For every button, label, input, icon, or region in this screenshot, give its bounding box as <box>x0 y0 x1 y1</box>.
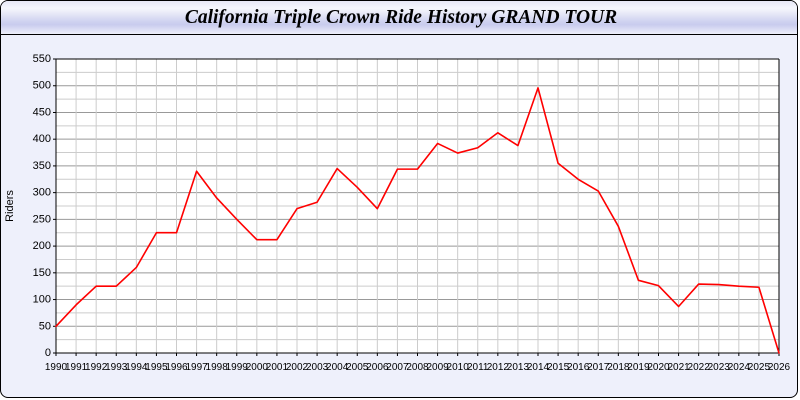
svg-text:100: 100 <box>33 294 51 306</box>
svg-text:400: 400 <box>33 133 51 145</box>
svg-text:450: 450 <box>33 106 51 118</box>
svg-text:500: 500 <box>33 80 51 92</box>
svg-text:0: 0 <box>45 347 51 359</box>
svg-text:Riders: Riders <box>4 190 16 222</box>
svg-text:2010: 2010 <box>447 362 470 373</box>
svg-text:350: 350 <box>33 160 51 172</box>
svg-text:2011: 2011 <box>467 362 489 373</box>
svg-text:250: 250 <box>33 213 51 225</box>
svg-text:50: 50 <box>39 320 51 332</box>
svg-text:300: 300 <box>33 187 51 199</box>
svg-text:550: 550 <box>33 53 51 65</box>
svg-text:150: 150 <box>33 267 51 279</box>
svg-text:2026: 2026 <box>768 362 791 373</box>
svg-text:200: 200 <box>33 240 51 252</box>
